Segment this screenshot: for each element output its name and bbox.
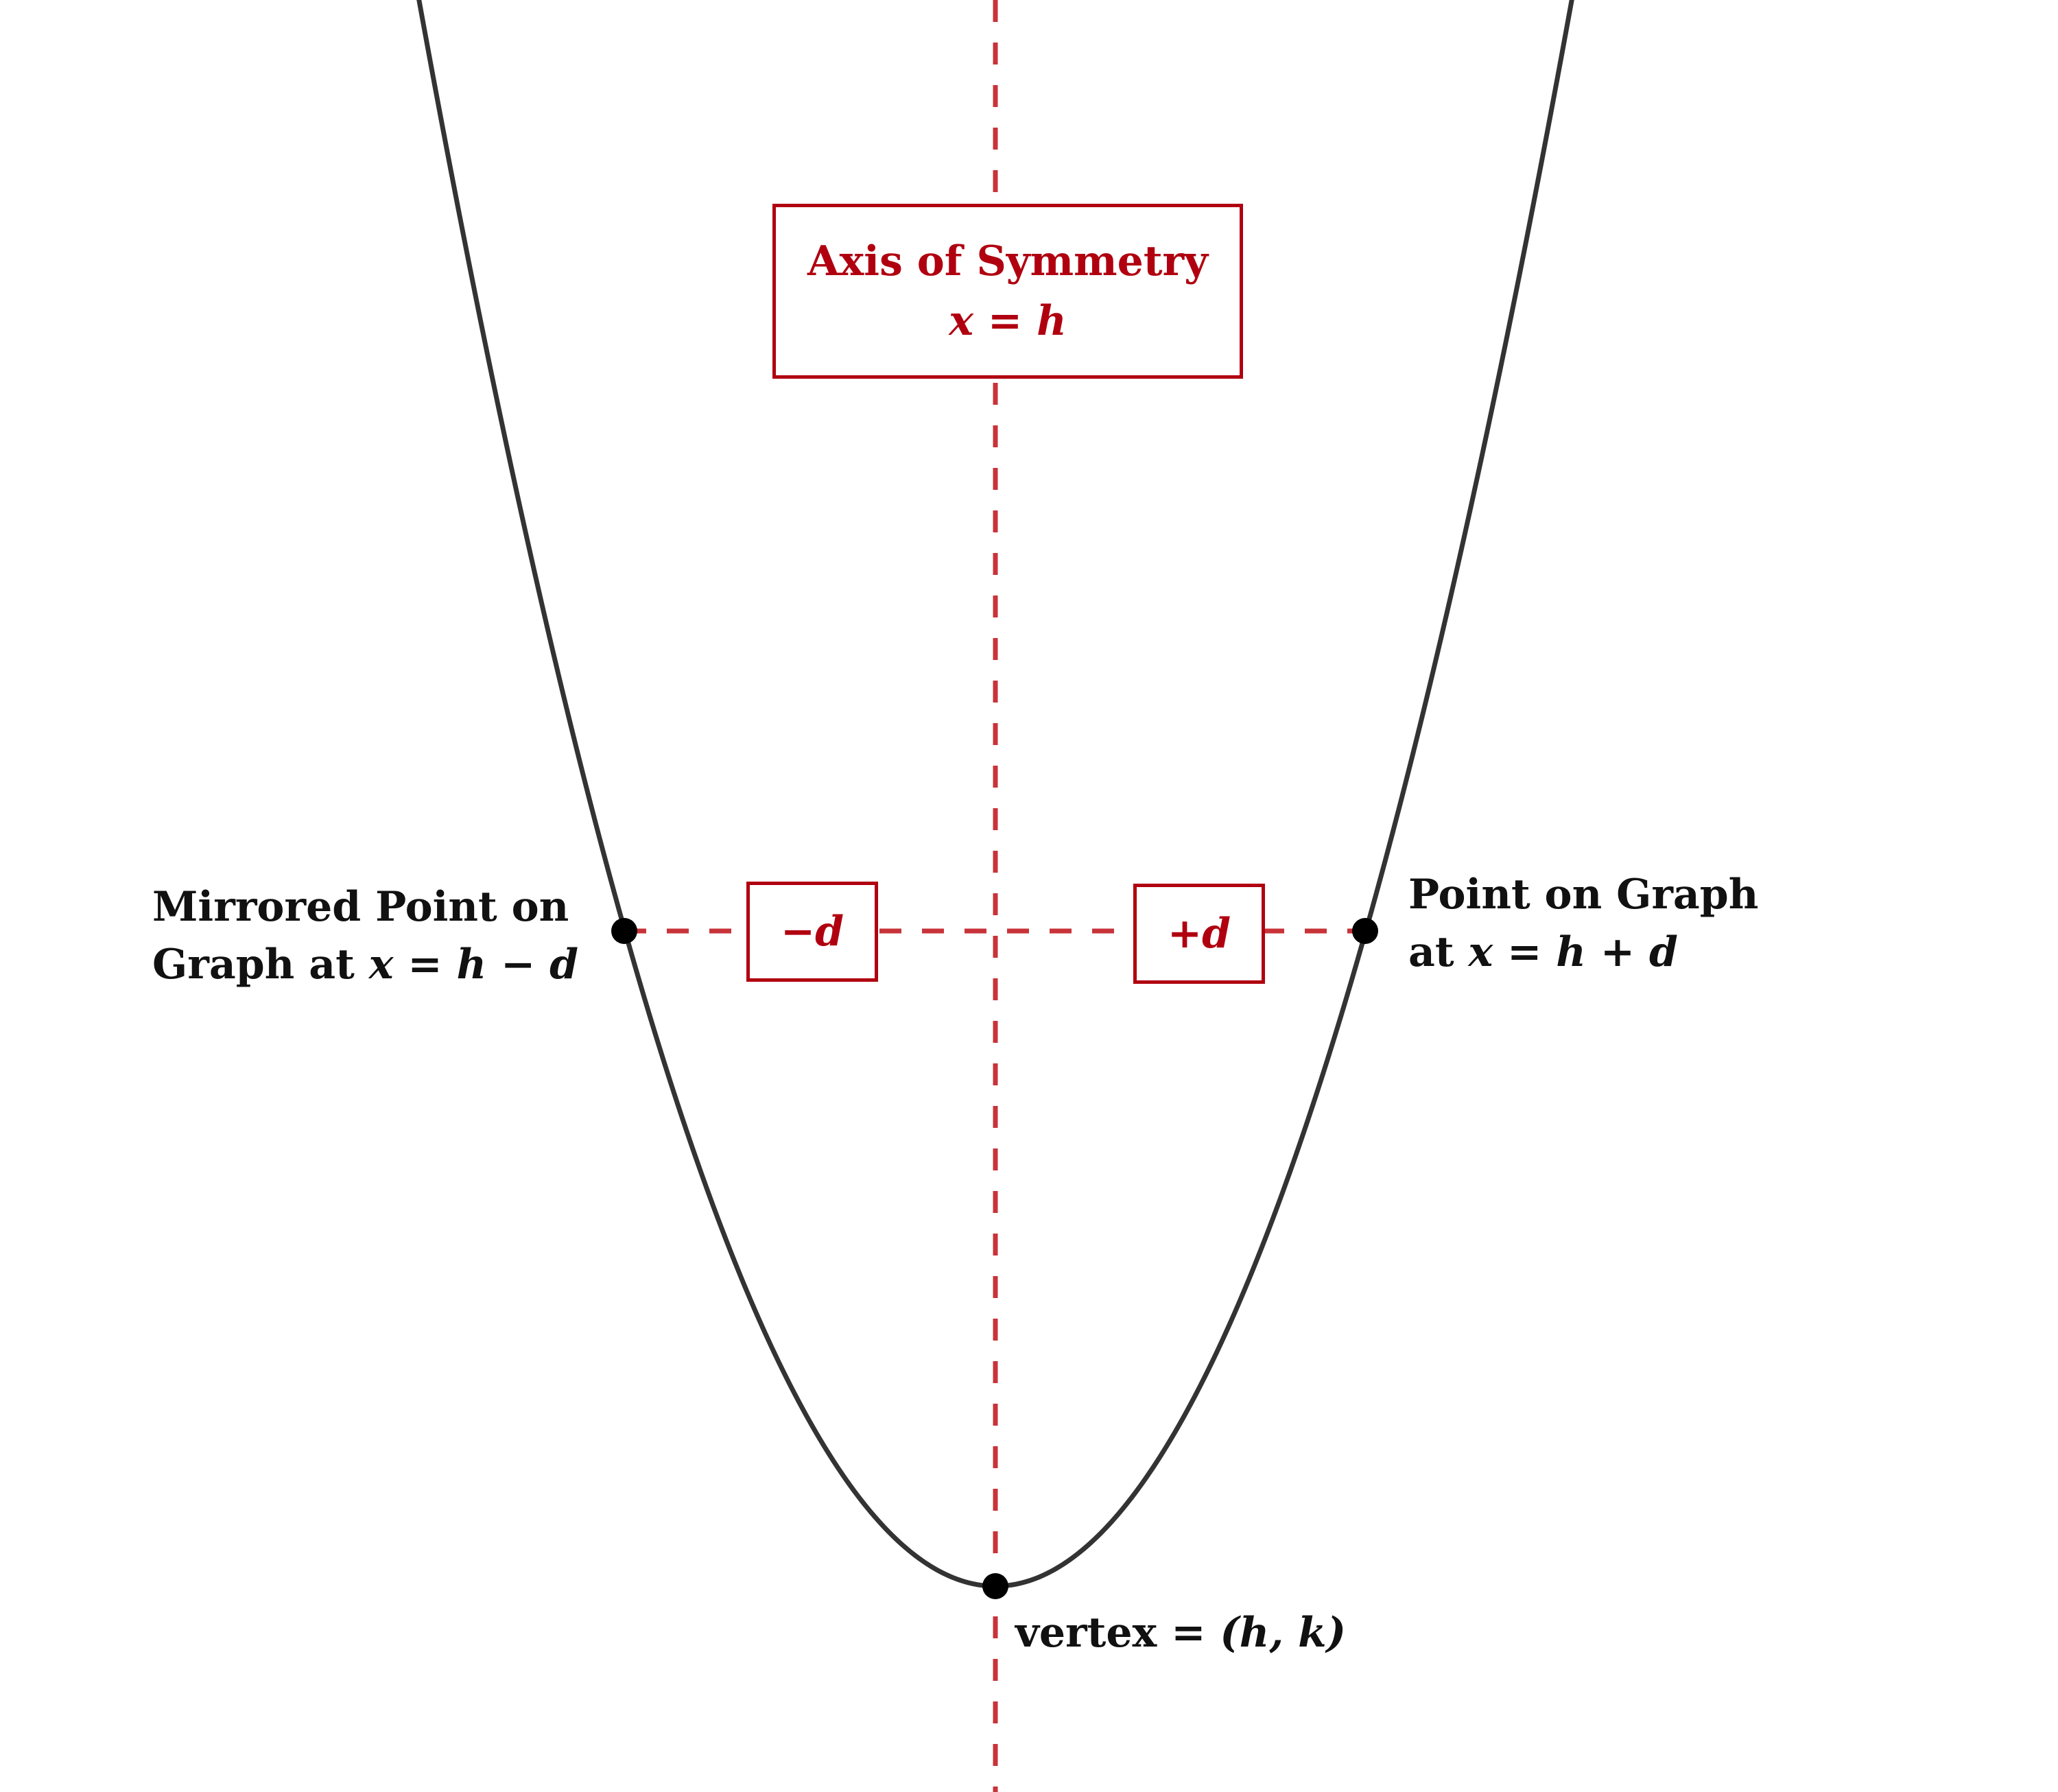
minus-d-label: −d — [780, 907, 844, 956]
graph-point-label-line1: Point on Graph — [1408, 871, 1759, 919]
vertex-label-prefix: vertex = — [1015, 1609, 1220, 1657]
mirrored-label-math: x = h − d — [368, 941, 579, 989]
graph-point-label: Point on Graph at x = h + d — [1408, 866, 1758, 981]
mirrored-point-label: Mirrored Point on Graph at x = h − d — [152, 878, 578, 993]
graph-point-label-prefix: at — [1408, 928, 1469, 976]
graph-point-label-math: x = h + d — [1468, 928, 1678, 976]
mirrored-label-prefix: Graph at — [152, 941, 369, 989]
axis-of-symmetry-title: Axis of Symmetry — [807, 237, 1209, 285]
vertex-point — [982, 1573, 1008, 1599]
axis-equation: x = h — [949, 296, 1067, 345]
graph-point — [1352, 918, 1378, 944]
graph-point-label-line2: at x = h + d — [1408, 923, 1758, 981]
vertex-label-math: (h, k) — [1220, 1609, 1347, 1657]
vertex-label: vertex = (h, k) — [1015, 1604, 1346, 1662]
mirrored-label-line1: Mirrored Point on — [152, 883, 569, 931]
mirrored-label-line2: Graph at x = h − d — [152, 936, 578, 993]
axis-of-symmetry-box: Axis of Symmetry x = h — [772, 204, 1243, 379]
minus-d-box: −d — [746, 882, 878, 982]
mirrored-point — [611, 918, 637, 944]
plus-d-box: +d — [1133, 884, 1265, 984]
plus-d-label: +d — [1167, 909, 1231, 958]
